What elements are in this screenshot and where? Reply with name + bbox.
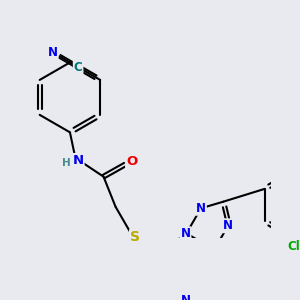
Text: N: N bbox=[180, 227, 190, 240]
Text: N: N bbox=[72, 154, 84, 167]
Text: Cl: Cl bbox=[287, 240, 300, 253]
Text: O: O bbox=[126, 155, 137, 168]
Text: H: H bbox=[61, 158, 70, 168]
Text: C: C bbox=[74, 61, 82, 74]
Text: S: S bbox=[130, 230, 140, 244]
Text: N: N bbox=[48, 46, 58, 59]
Text: N: N bbox=[196, 202, 206, 215]
Text: N: N bbox=[180, 294, 190, 300]
Text: N: N bbox=[223, 219, 232, 232]
